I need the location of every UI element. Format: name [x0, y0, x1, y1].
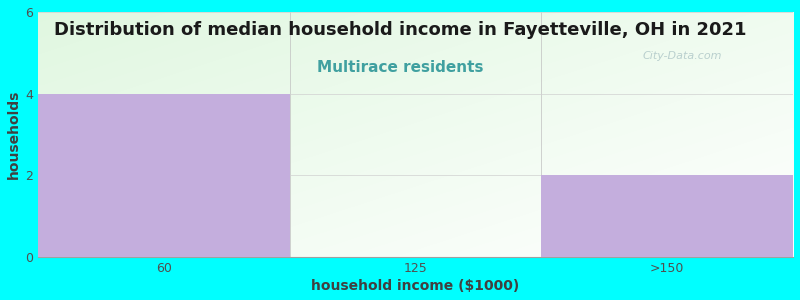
Bar	[38, 94, 290, 257]
Text: Distribution of median household income in Fayetteville, OH in 2021: Distribution of median household income …	[54, 21, 746, 39]
Text: City-Data.com: City-Data.com	[642, 51, 722, 61]
Bar	[542, 175, 793, 257]
Y-axis label: households: households	[7, 90, 21, 179]
Text: Multirace residents: Multirace residents	[317, 60, 483, 75]
X-axis label: household income ($1000): household income ($1000)	[311, 279, 520, 293]
